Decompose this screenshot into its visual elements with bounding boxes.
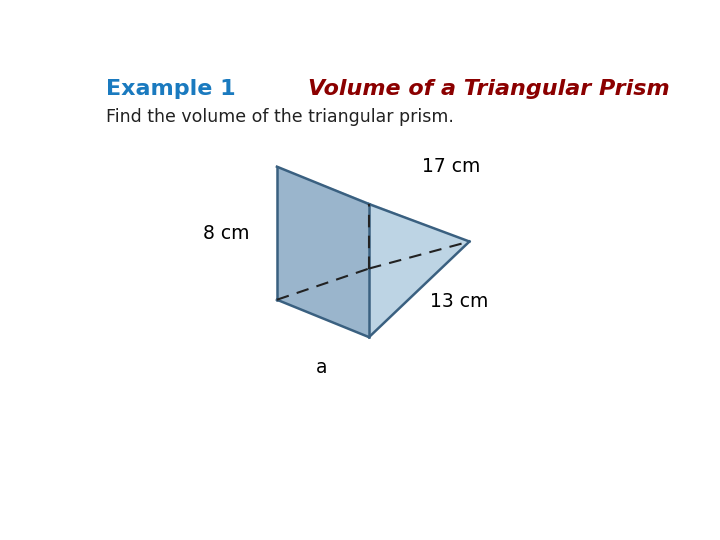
Text: 13 cm: 13 cm xyxy=(431,292,489,311)
Polygon shape xyxy=(277,167,469,241)
Text: 8 cm: 8 cm xyxy=(202,224,249,242)
Text: Example 1: Example 1 xyxy=(106,79,235,99)
Polygon shape xyxy=(277,167,369,337)
Text: Find the volume of the triangular prism.: Find the volume of the triangular prism. xyxy=(106,109,454,126)
Text: a: a xyxy=(316,358,328,377)
Polygon shape xyxy=(369,204,469,337)
Text: Volume of a Triangular Prism: Volume of a Triangular Prism xyxy=(307,79,670,99)
Polygon shape xyxy=(277,241,469,337)
Text: 17 cm: 17 cm xyxy=(422,157,480,176)
